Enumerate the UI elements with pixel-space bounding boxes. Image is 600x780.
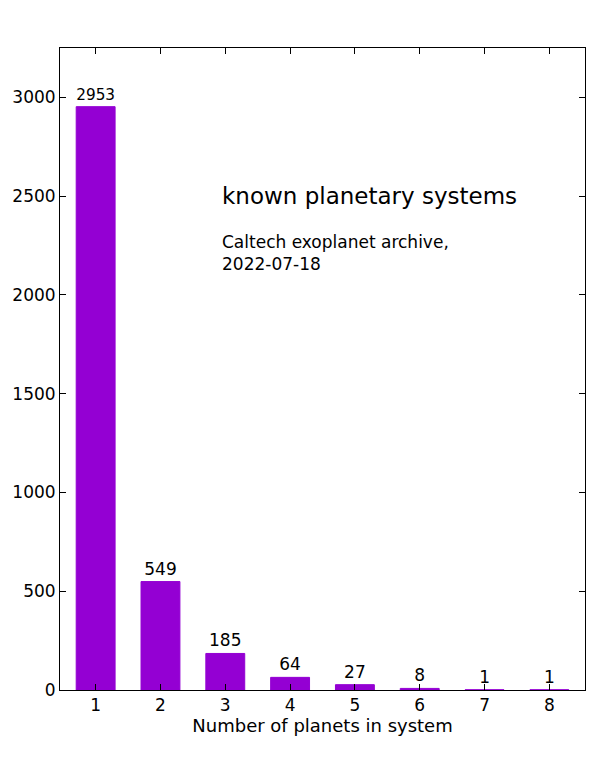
svg-text:64: 64 <box>279 654 301 674</box>
svg-text:500: 500 <box>23 581 55 601</box>
svg-text:2953: 2953 <box>76 86 115 104</box>
svg-text:27: 27 <box>344 662 366 682</box>
svg-text:3000: 3000 <box>12 87 55 107</box>
svg-text:1000: 1000 <box>12 482 55 502</box>
svg-text:Caltech exoplanet archive,2022: Caltech exoplanet archive,2022-07-18 <box>222 232 449 274</box>
svg-text:6: 6 <box>414 695 425 715</box>
svg-text:4: 4 <box>285 695 296 715</box>
svg-text:2: 2 <box>155 695 166 715</box>
svg-text:1: 1 <box>479 667 490 687</box>
svg-text:549: 549 <box>144 559 176 579</box>
svg-text:known planetary systems: known planetary systems <box>222 183 517 209</box>
svg-text:3: 3 <box>220 695 231 715</box>
svg-text:1500: 1500 <box>12 384 55 404</box>
svg-text:5: 5 <box>349 695 360 715</box>
svg-text:2000: 2000 <box>12 285 55 305</box>
svg-text:0: 0 <box>45 680 56 700</box>
svg-text:Number of planets in system: Number of planets in system <box>192 715 452 736</box>
svg-text:8: 8 <box>414 665 425 685</box>
svg-text:2500: 2500 <box>12 186 55 206</box>
svg-text:8: 8 <box>544 695 555 715</box>
svg-text:7: 7 <box>479 695 490 715</box>
svg-text:185: 185 <box>209 630 241 650</box>
svg-text:1: 1 <box>90 695 101 715</box>
svg-text:1: 1 <box>544 667 555 687</box>
